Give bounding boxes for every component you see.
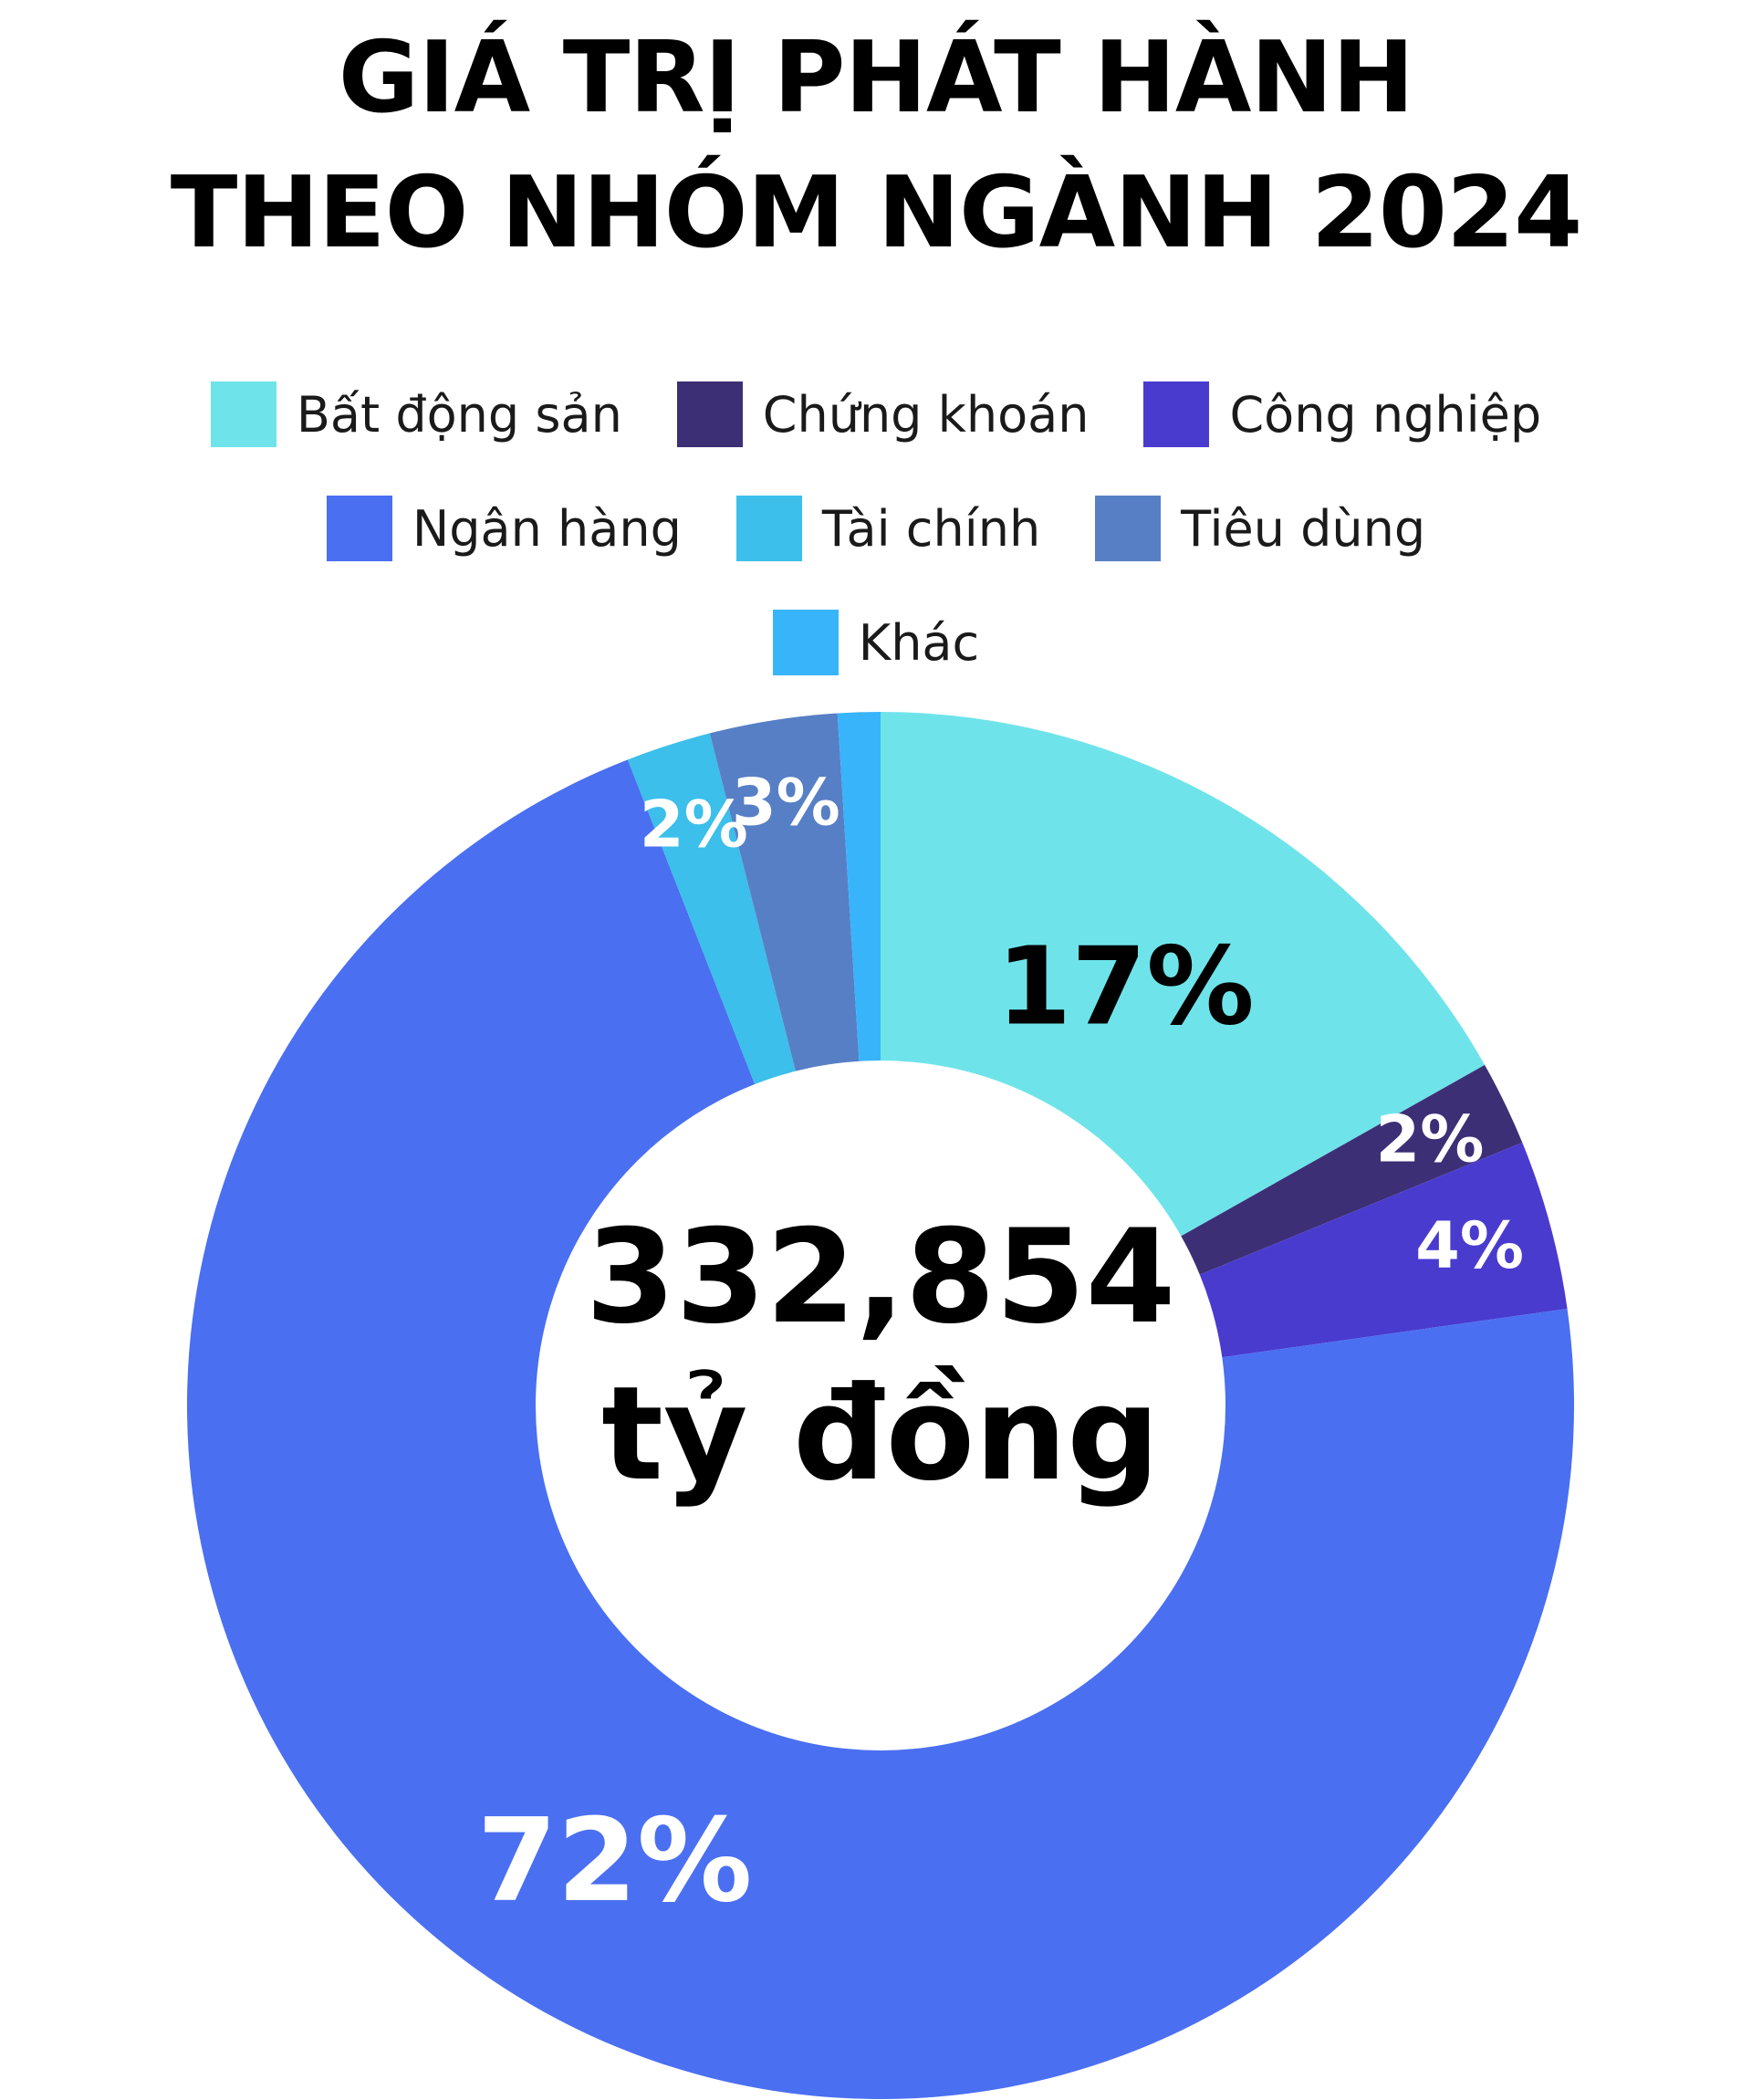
- legend-item-tai-chinh: Tài chính: [735, 496, 1041, 561]
- legend-item-bat-dong-san: Bất động sản: [210, 381, 622, 447]
- slice-label: 4%: [1415, 1208, 1524, 1283]
- chart-title-line-2: THEO NHÓM NGÀNH 2024: [170, 156, 1582, 270]
- legend-label: Khác: [858, 613, 980, 672]
- legend-row: Khác: [0, 610, 1752, 675]
- legend-swatch: [735, 496, 802, 561]
- legend-label: Chứng khoán: [762, 385, 1090, 444]
- legend-item-cong-nghiep: Công nghiệp: [1143, 381, 1541, 447]
- legend-label: Bất động sản: [296, 385, 622, 444]
- legend-swatch: [326, 496, 392, 561]
- legend-label: Tiêu dùng: [1181, 499, 1426, 558]
- legend-item-tieu-dung: Tiêu dùng: [1095, 496, 1425, 561]
- chart-title-line-1: GIÁ TRỊ PHÁT HÀNH: [338, 21, 1414, 135]
- legend-item-ngan-hang: Ngân hàng: [326, 496, 682, 561]
- center-total-unit: tỷ đồng: [601, 1359, 1160, 1510]
- slice-label: 2%: [1375, 1102, 1484, 1176]
- donut-hole: [536, 1060, 1225, 1750]
- legend-item-chung-khoan: Chứng khoán: [676, 381, 1090, 447]
- legend-row: Bất động sản Chứng khoán Công nghiệp: [0, 381, 1752, 447]
- center-total-value: 332,854: [586, 1202, 1176, 1353]
- slice-label: 72%: [477, 1793, 753, 1928]
- slice-label: 3%: [732, 765, 840, 840]
- legend-item-khac: Khác: [772, 610, 980, 675]
- legend-swatch: [676, 381, 743, 447]
- legend-swatch: [1143, 381, 1210, 447]
- legend-label: Ngân hàng: [412, 499, 682, 558]
- slice-label: 17%: [996, 924, 1254, 1050]
- legend-swatch: [210, 381, 276, 447]
- legend-swatch: [772, 610, 839, 675]
- legend-swatch: [1095, 496, 1162, 561]
- legend-label: Công nghiệp: [1229, 385, 1542, 444]
- slice-label: 2%: [640, 787, 748, 862]
- legend-label: Tài chính: [821, 499, 1041, 558]
- slice-labels-group: 17%2%4%72%2%3%: [477, 765, 1524, 1928]
- legend-row: Ngân hàng Tài chính Tiêu dùng: [0, 496, 1752, 561]
